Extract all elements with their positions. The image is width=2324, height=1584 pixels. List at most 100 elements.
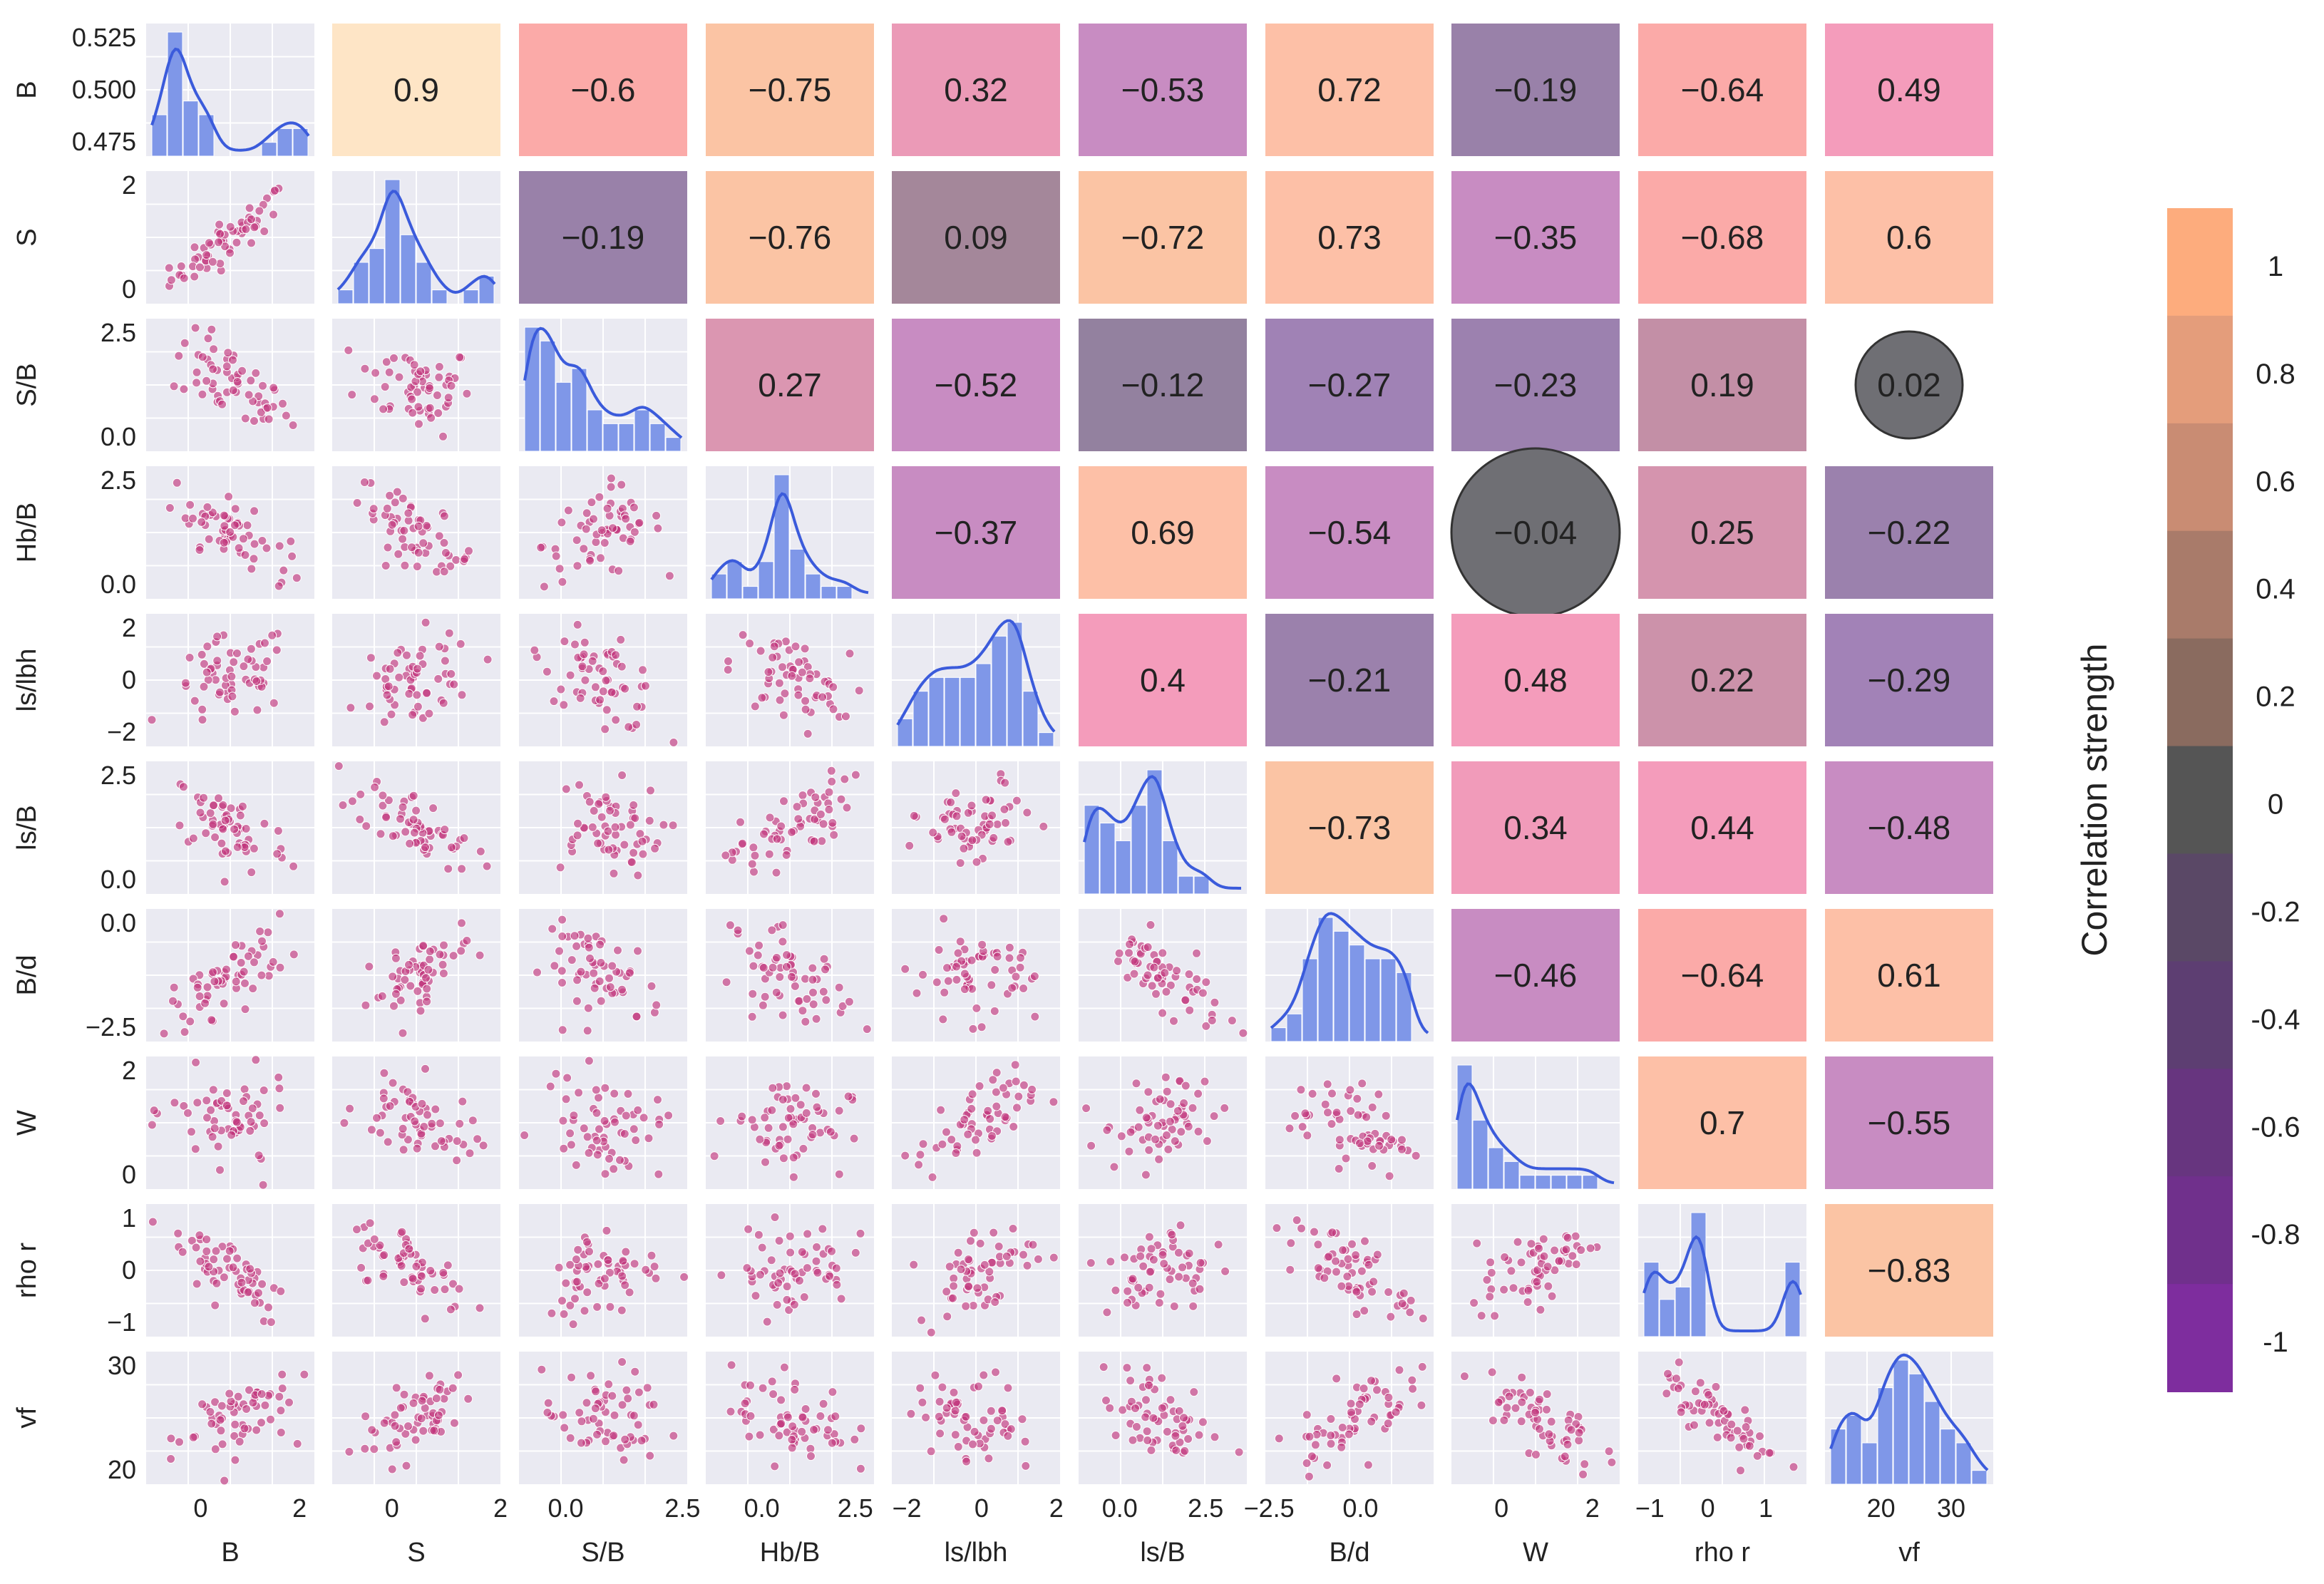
scatter-point	[1129, 969, 1139, 979]
kde-line	[896, 619, 1056, 733]
scatter-point	[1106, 1257, 1116, 1267]
histogram-bar	[1846, 1414, 1862, 1485]
x-tick-label: 0	[193, 1493, 207, 1523]
scatter-point	[809, 1425, 819, 1435]
panel-3-2	[519, 466, 687, 599]
scatter-point	[390, 1410, 400, 1420]
scatter-point	[1533, 1265, 1542, 1275]
scatter-point	[372, 671, 381, 681]
scatter-point	[537, 1364, 547, 1374]
scatter-point	[520, 1131, 530, 1140]
scatter-point	[381, 561, 391, 570]
scatter-point	[225, 248, 235, 258]
histogram-bar	[1893, 1359, 1909, 1485]
scatter-point	[616, 634, 626, 644]
scatter-point	[371, 368, 381, 378]
scatter-point	[577, 1416, 587, 1426]
scatter-point	[1344, 1429, 1354, 1439]
scatter-point	[279, 565, 289, 575]
scatter-point	[952, 974, 962, 984]
scatter-point	[975, 1081, 984, 1091]
x-axis-label: W	[1523, 1538, 1548, 1568]
scatter-point	[1019, 1080, 1029, 1090]
scatter-point	[956, 1265, 966, 1275]
scatter-point	[647, 1250, 657, 1260]
scatter-point	[966, 1236, 975, 1246]
scatter-point	[210, 1444, 220, 1454]
scatter-point	[827, 1438, 837, 1448]
scatter-point	[770, 1213, 780, 1222]
scatter-point	[1353, 1110, 1363, 1120]
scatter-point	[585, 797, 595, 807]
scatter-point	[246, 644, 256, 654]
scatter-point	[1337, 1281, 1347, 1291]
scatter-point	[799, 1292, 809, 1302]
scatter-point	[1149, 962, 1159, 972]
panel-5-4	[892, 761, 1060, 894]
scatter-point	[1550, 1245, 1560, 1255]
scatter-point	[402, 650, 411, 660]
scatter-point	[272, 645, 282, 655]
panel-3-0	[146, 466, 314, 599]
scatter-point	[1185, 1005, 1195, 1015]
scatter-point	[580, 675, 590, 685]
scatter-point	[1662, 1389, 1672, 1399]
scatter-point	[967, 955, 977, 965]
scatter-point	[805, 674, 815, 684]
histogram-bar	[151, 114, 168, 157]
scatter-point	[232, 237, 242, 247]
scatter-point	[1320, 1099, 1330, 1109]
scatter-point	[222, 1089, 232, 1098]
corr-value: −0.22	[1868, 514, 1950, 551]
scatter-point	[572, 830, 582, 840]
scatter-point	[165, 503, 175, 513]
scatter-point	[738, 630, 748, 640]
histogram-bar	[649, 423, 666, 452]
scatter-point	[361, 821, 371, 831]
scatter-point	[801, 704, 811, 714]
scatter-point	[244, 390, 254, 400]
scatter-point	[970, 1426, 980, 1436]
scatter-point	[1189, 1387, 1199, 1397]
scatter-point	[1144, 1282, 1154, 1292]
scatter-point	[439, 511, 449, 521]
scatter-point	[1151, 989, 1161, 999]
scatter-point	[1162, 1426, 1172, 1436]
histogram-bar	[182, 101, 199, 157]
scatter-point	[798, 791, 808, 801]
scatter-point	[1180, 1446, 1190, 1456]
scatter-point	[589, 968, 599, 978]
panel-8-6	[1265, 1204, 1434, 1337]
scatter-point	[617, 1305, 627, 1315]
scatter-point	[554, 1262, 564, 1272]
scatter-point	[252, 677, 262, 686]
scatter-point	[387, 520, 397, 530]
scatter-point	[443, 1260, 453, 1270]
scatter-point	[1207, 1016, 1217, 1025]
scatter-point	[396, 995, 406, 1005]
corr-value: −0.23	[1494, 366, 1577, 403]
scatter-point	[592, 1108, 602, 1118]
scatter-point	[219, 538, 229, 547]
scatter-point	[746, 1380, 755, 1390]
scatter-point	[989, 833, 999, 843]
kde-line	[523, 326, 683, 439]
scatter-point	[808, 999, 818, 1009]
scatter-point	[1543, 1281, 1553, 1291]
scatter-point	[392, 487, 402, 497]
scatter-point	[199, 682, 209, 691]
scatter-point	[629, 527, 639, 537]
corr-tile	[892, 24, 1060, 156]
scatter-point	[416, 1271, 426, 1281]
scatter-point	[1341, 1153, 1351, 1163]
scatter-point	[1585, 1243, 1595, 1253]
scatter-point	[738, 838, 747, 848]
scatter-point	[1296, 1085, 1306, 1095]
scatter-point	[543, 1408, 552, 1417]
scatter-point	[232, 1253, 242, 1263]
scatter-point	[1144, 1145, 1154, 1155]
scatter-point	[217, 1242, 227, 1252]
scatter-point	[408, 1274, 418, 1284]
scatter-point	[601, 676, 611, 686]
corr-value: 0.6	[1886, 219, 1932, 256]
